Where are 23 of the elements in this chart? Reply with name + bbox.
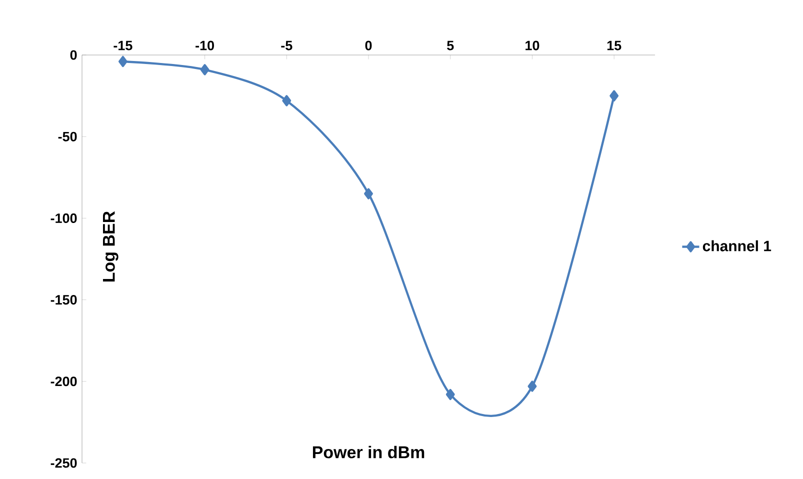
point <box>364 188 373 200</box>
y-axis-title: Log BER <box>102 211 118 282</box>
y-tick-label: -50 <box>58 132 77 142</box>
x-tick-label: -15 <box>114 40 132 50</box>
y-tick-label: -150 <box>50 295 77 305</box>
x-tick-label: 0 <box>365 40 372 50</box>
y-tick-label: 0 <box>70 50 77 60</box>
point <box>200 64 210 76</box>
x-tick-label: 10 <box>526 40 540 50</box>
x-tick-label: 15 <box>607 40 622 50</box>
y-tick-label: -200 <box>50 376 77 386</box>
point <box>446 388 455 400</box>
point <box>118 56 128 68</box>
x-tick-label: -10 <box>196 40 214 50</box>
point <box>528 380 537 392</box>
point <box>610 90 619 102</box>
point <box>282 95 292 106</box>
y-tick-label: -250 <box>50 458 77 468</box>
legend-label: channel 1 <box>702 240 772 252</box>
x-tick-label: 5 <box>447 40 454 50</box>
x-axis-title: Power in dBm <box>312 446 424 458</box>
x-tick-label: -5 <box>281 40 292 50</box>
y-tick-label: -100 <box>50 213 77 223</box>
